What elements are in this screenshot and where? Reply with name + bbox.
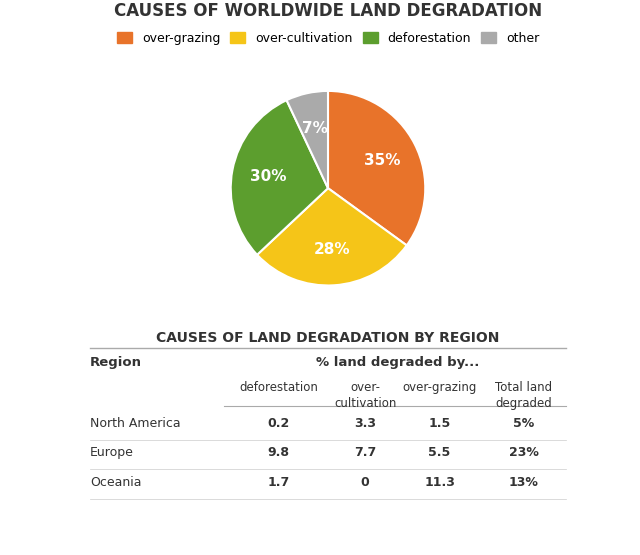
Text: 7.7: 7.7 xyxy=(354,446,376,460)
Text: Europe: Europe xyxy=(90,446,134,460)
Text: North America: North America xyxy=(90,417,180,430)
Text: 9.8: 9.8 xyxy=(268,446,289,460)
Text: 1.5: 1.5 xyxy=(428,417,451,430)
Text: 23%: 23% xyxy=(509,446,539,460)
Text: 35%: 35% xyxy=(364,153,401,168)
Legend: over-grazing, over-cultivation, deforestation, other: over-grazing, over-cultivation, deforest… xyxy=(112,27,544,49)
Text: 0: 0 xyxy=(361,476,369,489)
Text: Total land
degraded: Total land degraded xyxy=(495,381,552,410)
Text: 1.7: 1.7 xyxy=(268,476,289,489)
Wedge shape xyxy=(231,100,328,255)
Text: 11.3: 11.3 xyxy=(424,476,455,489)
Text: 5.5: 5.5 xyxy=(428,446,451,460)
Text: 0.2: 0.2 xyxy=(268,417,289,430)
Text: CAUSES OF LAND DEGRADATION BY REGION: CAUSES OF LAND DEGRADATION BY REGION xyxy=(156,331,500,345)
Text: deforestation: deforestation xyxy=(239,381,318,393)
Text: over-
cultivation: over- cultivation xyxy=(334,381,396,410)
Text: 13%: 13% xyxy=(509,476,539,489)
Text: 3.3: 3.3 xyxy=(354,417,376,430)
Text: 28%: 28% xyxy=(314,242,350,257)
Wedge shape xyxy=(328,91,425,245)
Text: 30%: 30% xyxy=(250,169,286,184)
Text: % land degraded by...: % land degraded by... xyxy=(316,356,479,370)
Text: Region: Region xyxy=(90,356,142,370)
Text: over-grazing: over-grazing xyxy=(403,381,477,393)
Text: 7%: 7% xyxy=(301,121,328,136)
Wedge shape xyxy=(287,91,328,188)
Text: Oceania: Oceania xyxy=(90,476,141,489)
Wedge shape xyxy=(257,188,406,285)
Title: CAUSES OF WORLDWIDE LAND DEGRADATION: CAUSES OF WORLDWIDE LAND DEGRADATION xyxy=(114,2,542,19)
Text: 5%: 5% xyxy=(513,417,534,430)
